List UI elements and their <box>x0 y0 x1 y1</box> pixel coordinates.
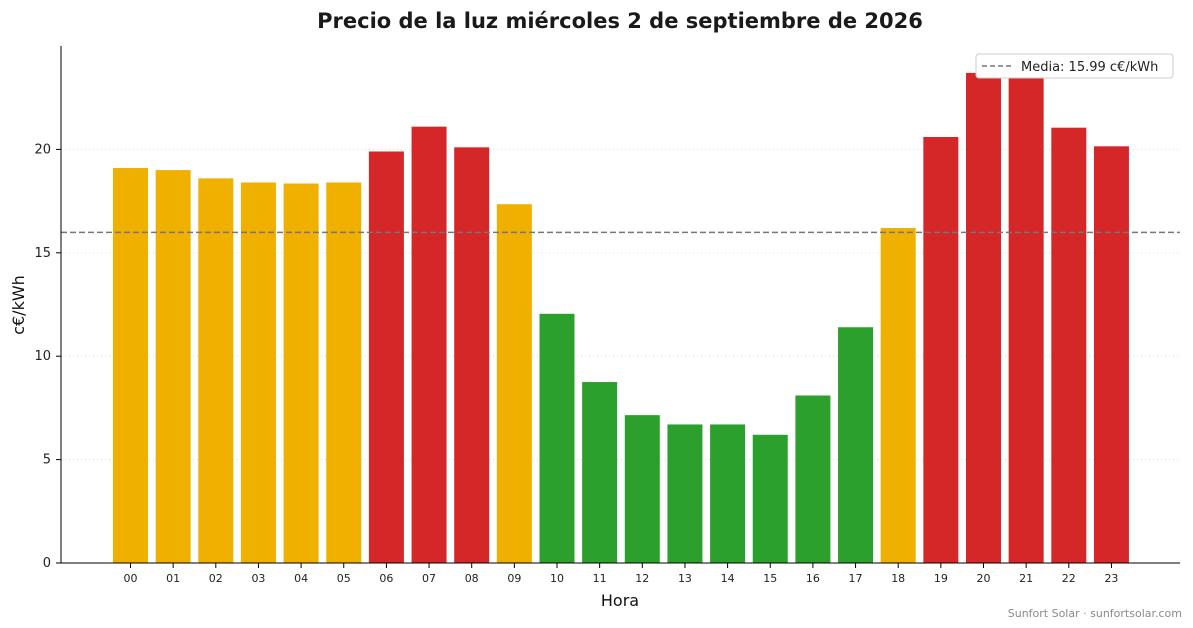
x-tick-label: 16 <box>806 572 820 585</box>
bar-hour-14 <box>710 424 746 563</box>
bar-hour-03 <box>240 182 276 563</box>
bar-hour-20 <box>966 72 1001 563</box>
bar-hour-06 <box>368 151 404 563</box>
bar-hour-07 <box>411 126 447 563</box>
bar-hour-05 <box>326 182 362 563</box>
x-tick-label: 00 <box>124 572 138 585</box>
x-tick-label: 10 <box>550 572 564 585</box>
x-tick-label: 22 <box>1062 572 1076 585</box>
bar-hour-09 <box>496 204 532 563</box>
x-tick-label: 20 <box>977 572 991 585</box>
bar-hour-23 <box>1093 146 1129 563</box>
x-tick-label: 04 <box>294 572 308 585</box>
x-tick-label: 23 <box>1104 572 1118 585</box>
x-tick-label: 05 <box>337 572 351 585</box>
y-ticks: 0 5 10 15 20 <box>34 142 61 571</box>
y-axis-label: c€/kWh <box>9 275 28 335</box>
legend-box <box>975 53 1174 79</box>
x-ticks: 00 01 02 03 04 05 06 07 08 09 10 11 12 13 14 15 16 17 18 19… <box>124 563 1118 585</box>
x-axis-label: Hora <box>601 591 639 610</box>
bar-hour-04 <box>283 183 319 563</box>
y-tick-label: 5 <box>43 453 51 468</box>
bar-hour-21 <box>1008 72 1044 563</box>
bar-hour-22 <box>1051 127 1087 563</box>
x-tick-label: 13 <box>678 572 692 585</box>
chart-title: Precio de la luz miércoles 2 de septiemb… <box>317 9 923 33</box>
bar-hour-02 <box>198 178 234 564</box>
legend-mean-label: Media: 15.99 c€/kWh <box>1021 60 1158 75</box>
x-tick-label: 18 <box>891 572 905 585</box>
bar-hour-16 <box>795 395 831 563</box>
bar-hour-01 <box>155 170 191 563</box>
x-tick-label: 07 <box>422 572 436 585</box>
bar-hour-08 <box>454 147 490 563</box>
y-tick-label: 20 <box>34 142 51 157</box>
axes <box>60 46 1180 564</box>
bar-hour-13 <box>667 424 703 563</box>
x-tick-label: 11 <box>593 572 607 585</box>
bar-hour-12 <box>624 415 660 563</box>
bar-hour-15 <box>752 434 788 563</box>
x-tick-label: 09 <box>507 572 521 585</box>
bars <box>113 72 1129 564</box>
x-tick-label: 06 <box>379 572 393 585</box>
credit-text: Sunfort Solar · sunfortsolar.com <box>1008 607 1182 620</box>
x-tick-label: 21 <box>1019 572 1033 585</box>
bar-hour-11 <box>582 382 618 563</box>
x-tick-label: 03 <box>251 572 265 585</box>
x-tick-label: 19 <box>934 572 948 585</box>
x-tick-label: 14 <box>721 572 735 585</box>
x-tick-label: 17 <box>849 572 863 585</box>
y-tick-label: 10 <box>34 349 51 364</box>
bar-hour-17 <box>838 327 874 563</box>
bar-hour-19 <box>923 136 959 563</box>
y-tick-label: 0 <box>43 556 51 571</box>
x-tick-label: 15 <box>763 572 777 585</box>
x-tick-label: 12 <box>635 572 649 585</box>
bar-hour-00 <box>113 168 148 563</box>
x-tick-label: 08 <box>465 572 479 585</box>
x-tick-label: 02 <box>209 572 223 585</box>
x-tick-label: 01 <box>166 572 180 585</box>
bar-hour-10 <box>539 313 575 563</box>
bar-hour-18 <box>880 227 916 563</box>
y-tick-label: 15 <box>34 246 51 261</box>
legend: Media: 15.99 c€/kWh <box>975 53 1174 79</box>
